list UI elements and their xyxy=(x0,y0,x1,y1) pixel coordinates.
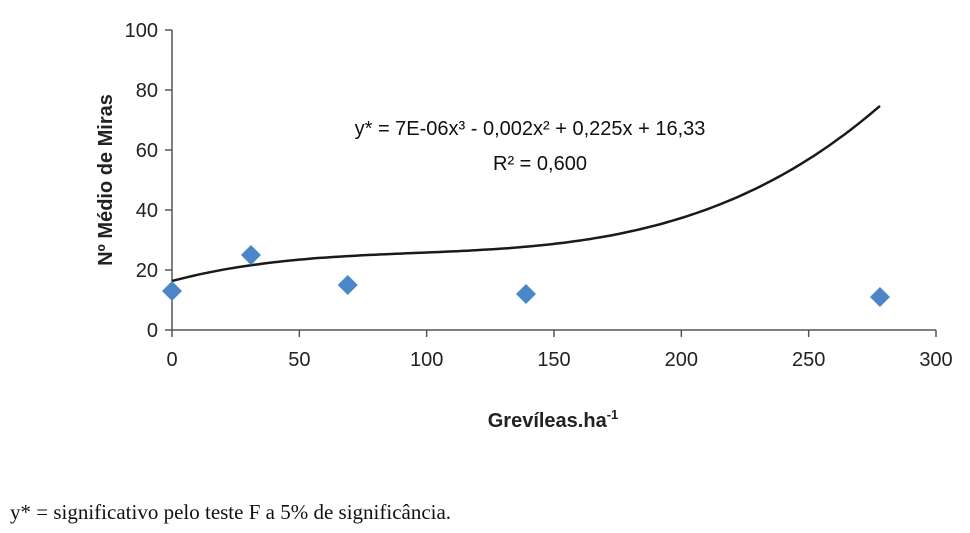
r-squared-label: R² = 0,600 xyxy=(493,153,587,175)
x-tick-label: 250 xyxy=(792,349,825,371)
footnote: y* = significativo pelo teste F a 5% de … xyxy=(10,500,452,524)
x-axis-title: Grevíleas.ha-1 xyxy=(488,407,619,432)
data-point xyxy=(869,287,890,307)
y-tick-label: 20 xyxy=(136,260,158,282)
y-tick-label: 60 xyxy=(136,140,158,162)
y-tick-label: 100 xyxy=(125,20,158,42)
y-axis-title: Nº Médio de Miras xyxy=(95,94,117,266)
x-axis-title-text: Grevíleas.ha xyxy=(488,410,608,432)
x-tick-label: 200 xyxy=(665,349,698,371)
x-axis-title-superscript: -1 xyxy=(607,407,619,422)
equation-label: y* = 7E-06x³ - 0,002x² + 0,225x + 16,33 xyxy=(355,118,706,140)
y-tick-label: 0 xyxy=(147,320,158,342)
tick-labels: 0 20 40 60 80 100 0 50 100 150 200 250 300 xyxy=(125,20,953,371)
x-tick-label: 50 xyxy=(288,349,310,371)
data-point xyxy=(162,281,182,301)
x-tick-label: 150 xyxy=(537,349,570,371)
data-points xyxy=(162,245,890,307)
x-tick-label: 0 xyxy=(166,349,177,371)
y-tick-label: 40 xyxy=(136,200,158,222)
axes xyxy=(165,29,937,337)
y-tick-label: 80 xyxy=(136,80,158,102)
data-point xyxy=(515,284,536,304)
trendline xyxy=(171,104,881,283)
data-point xyxy=(240,245,261,265)
data-point xyxy=(337,275,358,295)
x-tick-label: 300 xyxy=(919,349,952,371)
chart: 0 20 40 60 80 100 0 50 100 150 200 250 300 y* = 7E-0… xyxy=(95,20,953,432)
x-tick-label: 100 xyxy=(410,349,443,371)
